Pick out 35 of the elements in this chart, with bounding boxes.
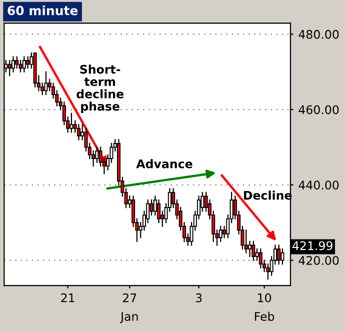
x-tick-label: 27 — [123, 293, 136, 302]
candlestick — [218, 226, 222, 242]
candlestick — [157, 199, 161, 224]
annotation: Short- term decline phase — [76, 64, 124, 114]
text: Jan — [120, 312, 138, 324]
candlestick — [150, 199, 154, 216]
annotation: Advance — [136, 159, 192, 168]
candlestick — [244, 230, 248, 254]
x-tick-label: 21 — [61, 293, 74, 302]
candlestick — [76, 124, 80, 140]
candlestick — [280, 248, 284, 265]
candlestick — [95, 146, 99, 163]
text: Feb — [255, 312, 274, 321]
candlestick — [252, 240, 256, 261]
y-tick-label: 420.00 — [298, 256, 339, 265]
y-tick-label: 480.00 — [298, 30, 339, 39]
candlestick — [266, 263, 270, 280]
candlestick — [277, 244, 281, 265]
candlestick — [258, 248, 262, 268]
candlestick — [18, 60, 22, 72]
candlestick — [255, 248, 259, 261]
x-tick-label: 10 — [258, 293, 272, 302]
y-tick-label: 440.00 — [298, 180, 339, 190]
candlestick — [11, 56, 15, 72]
candlestick — [44, 71, 48, 96]
chart-title: 60 minute — [8, 6, 78, 16]
candlestick — [70, 112, 74, 133]
candlestick — [8, 60, 12, 76]
candlestick — [26, 56, 30, 69]
x-tick-label: 3 — [196, 293, 202, 302]
candlestick — [248, 240, 252, 258]
y-tick-label: 460.00 — [298, 105, 339, 114]
candlestick — [15, 56, 19, 69]
text: 421.99 — [292, 241, 332, 250]
candlestick — [22, 56, 26, 72]
